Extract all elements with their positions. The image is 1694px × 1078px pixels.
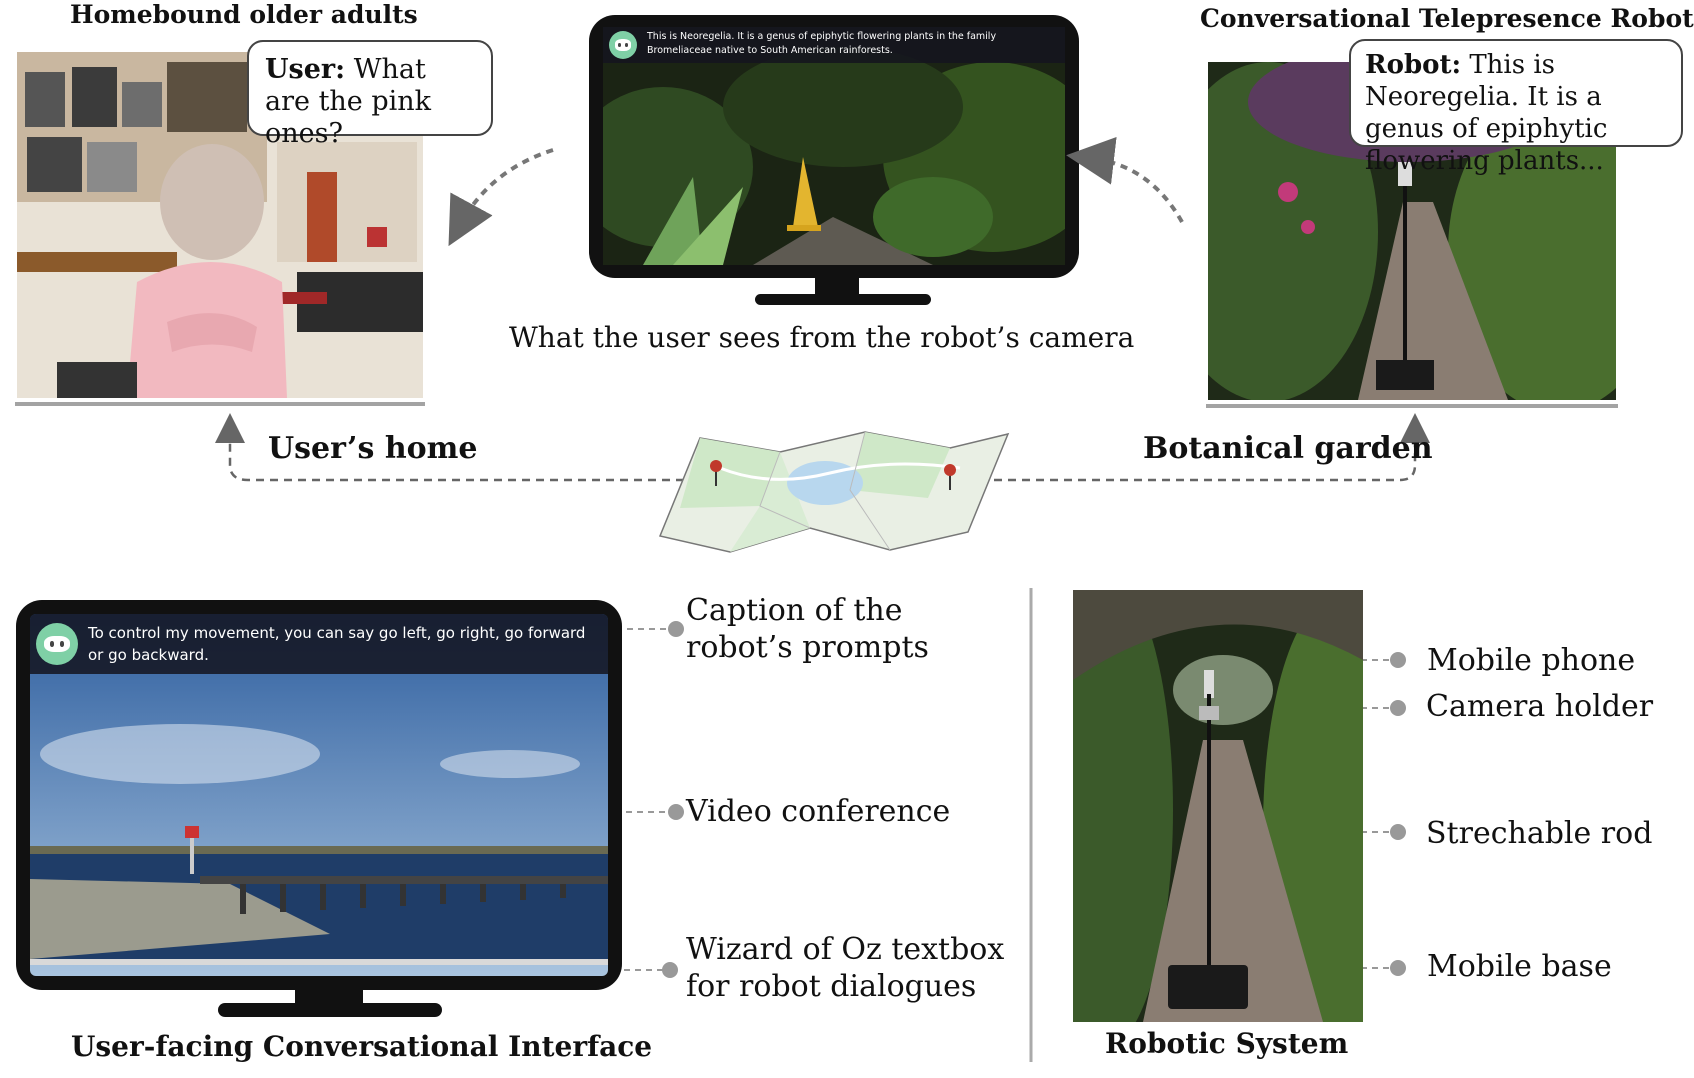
robot-speech-text: This is Neoregelia. It is a genus of epi…: [1365, 50, 1608, 176]
path-map-to-garden: [952, 413, 1430, 482]
strechable-rod-label: Strechable rod: [1426, 816, 1653, 851]
user-speech-text: What are the pink ones?: [265, 54, 432, 149]
conversational-interface-screen: To control my movement, you can say go l…: [30, 614, 608, 976]
map-illustration: [658, 431, 1010, 553]
user-home-baseline: [15, 402, 425, 406]
user-speaker-label: User:: [265, 54, 346, 85]
folded-map: [658, 428, 1010, 556]
robot-speaker-label: Robot:: [1365, 50, 1462, 80]
conversational-interface-monitor: To control my movement, you can say go l…: [16, 600, 622, 990]
robot-title: Conversational Telepresence Robot: [1200, 4, 1694, 33]
garden-pin-icon: [944, 464, 956, 476]
interface-caption-bar: To control my movement, you can say go l…: [30, 614, 608, 674]
robot-speech-bubble: Robot: This is Neoregelia. It is a genus…: [1349, 39, 1683, 176]
robotic-system-illustration: [1073, 590, 1363, 1022]
camera-holder-label: Camera holder: [1426, 689, 1654, 724]
robot-avatar-icon: [36, 623, 78, 665]
garden-photo-baseline: [1206, 404, 1618, 408]
home-pin-icon: [710, 460, 722, 472]
interface-monitor-stand: [218, 1003, 442, 1017]
camera-view-caption-text: This is Neoregelia. It is a genus of epi…: [647, 31, 997, 56]
users-home-label: User’s home: [268, 431, 478, 466]
robot-avatar-icon: [609, 31, 637, 59]
garden-camera-illustration: [603, 27, 1065, 265]
camera-view-caption-bar: This is Neoregelia. It is a genus of epi…: [603, 27, 1065, 63]
wizard-of-oz-label: Wizard of Oz textbox for robot dialogues: [686, 932, 1005, 1004]
camera-view-caption: What the user sees from the robot’s came…: [509, 321, 1135, 354]
interface-caption-text: To control my movement, you can say go l…: [88, 624, 586, 664]
path-map-to-home: [215, 413, 712, 482]
user-speech-bubble: User: What are the pink ones?: [247, 40, 493, 149]
arrow-to-user-home: [448, 148, 554, 247]
mobile-base-label: Mobile base: [1427, 949, 1612, 984]
botanical-garden-label: Botanical garden: [1143, 431, 1433, 466]
interface-title: User-facing Conversational Interface: [71, 1030, 653, 1063]
caption-label: Caption of the robot’s prompts: [686, 593, 929, 665]
homebound-title: Homebound older adults: [70, 0, 418, 29]
camera-view-screen: This is Neoregelia. It is a genus of epi…: [603, 27, 1065, 265]
camera-view-monitor: This is Neoregelia. It is a genus of epi…: [589, 15, 1079, 278]
camera-monitor-stand: [755, 294, 931, 305]
lake-video-illustration: [30, 614, 608, 976]
robotic-system-title: Robotic System: [1105, 1027, 1349, 1060]
video-conference-label: Video conference: [686, 794, 951, 829]
mobile-phone-label: Mobile phone: [1427, 643, 1636, 678]
arrow-from-robot: [1066, 136, 1184, 223]
robotic-system-photo: [1073, 590, 1363, 1022]
